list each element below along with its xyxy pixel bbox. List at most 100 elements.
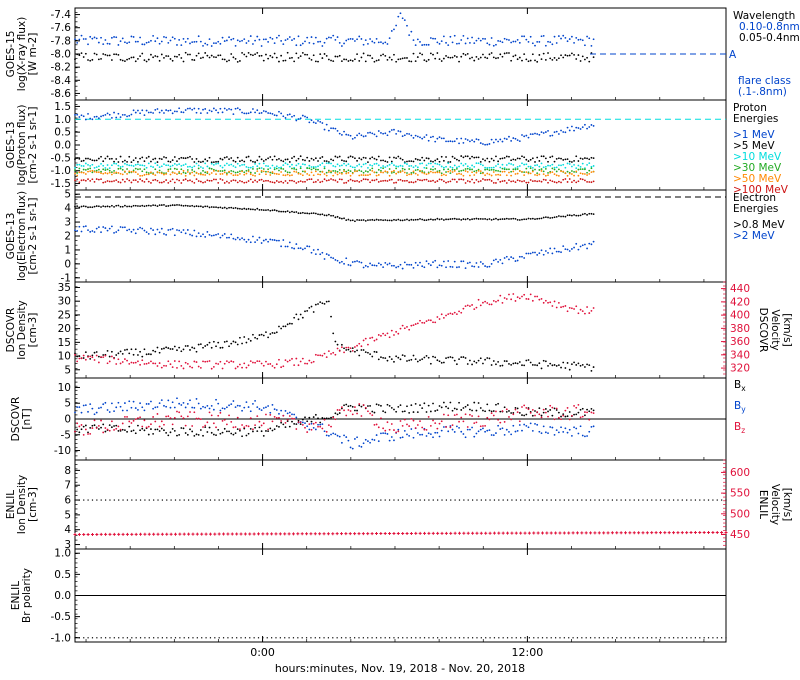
data-point [572,637,574,639]
data-point [304,310,306,313]
data-point [421,426,424,429]
data-point [393,171,395,174]
data-point [564,215,567,218]
data-point [380,180,382,183]
data-point [291,163,293,166]
data-point [221,111,224,114]
y-axis-label: [W m-2] [27,33,39,76]
data-point [523,180,526,182]
data-point [319,423,322,426]
data-point [371,57,374,60]
data-point [321,171,324,173]
data-point [646,637,648,639]
data-point [536,156,539,159]
data-point [347,134,350,136]
data-point [321,45,324,47]
data-point [403,179,406,182]
data-point [451,409,454,412]
data-point [301,423,304,426]
data-point [336,499,338,501]
data-point [141,174,144,177]
data-point [336,163,339,166]
x-tick-label: 12:00 [512,646,544,659]
data-point [258,236,261,239]
data-point [510,41,513,44]
data-point [492,141,495,144]
data-point [462,156,465,159]
data-point [82,225,85,228]
data-point [169,417,172,420]
data-point [115,179,118,182]
data-point [358,163,361,166]
data-point [581,244,584,247]
data-point [584,157,586,159]
data-point [191,204,194,207]
data-point [182,171,185,174]
data-point [557,416,560,419]
data-point [369,441,371,444]
data-point [321,162,324,165]
data-point [280,40,283,42]
data-point [254,399,256,402]
data-point [336,343,339,346]
data-point [479,142,482,144]
data-point [437,499,439,501]
data-point [588,212,591,215]
data-point [249,427,252,430]
data-point [252,166,254,168]
data-point [97,428,100,430]
data-point [267,165,270,167]
data-point [458,172,460,175]
data-point [362,349,365,351]
data-point [536,364,539,367]
data-point [397,171,400,173]
data-point [581,434,584,437]
data-point [536,217,539,220]
data-point [467,499,469,501]
data-point [542,34,545,37]
data-point [354,58,356,61]
data-point [434,159,437,162]
data-point [547,410,549,413]
data-point [295,44,298,47]
data-point [558,531,562,535]
data-point [442,159,445,162]
data-point [523,135,526,138]
data-point [210,167,213,170]
data-point [364,220,367,222]
data-point [568,499,570,501]
data-point [271,365,274,367]
data-point [664,499,666,501]
data-point [358,60,361,62]
data-point [197,417,200,420]
data-point [330,162,332,165]
data-point [204,174,207,176]
data-point [274,532,278,536]
data-point [466,262,469,265]
data-point [460,218,463,221]
data-point [83,499,85,501]
data-point [442,180,445,183]
data-point [128,425,131,428]
data-point [575,305,578,308]
data-point [375,434,378,436]
data-point [527,60,530,63]
data-point [215,398,217,401]
data-point [488,357,491,360]
data-point [254,208,256,211]
data-point [436,158,439,160]
data-point [403,168,406,171]
y-tick-label: 15 [58,337,71,349]
data-point [206,54,209,57]
data-point [347,409,350,411]
data-point [139,499,142,501]
data-point [121,205,124,208]
y-tick-label: 4 [64,203,71,215]
data-point [497,178,500,181]
data-point [265,179,267,182]
data-point [462,307,465,310]
data-point [202,167,204,170]
data-point [156,161,159,163]
data-point [171,366,174,369]
flare-class-label: A [729,49,737,61]
